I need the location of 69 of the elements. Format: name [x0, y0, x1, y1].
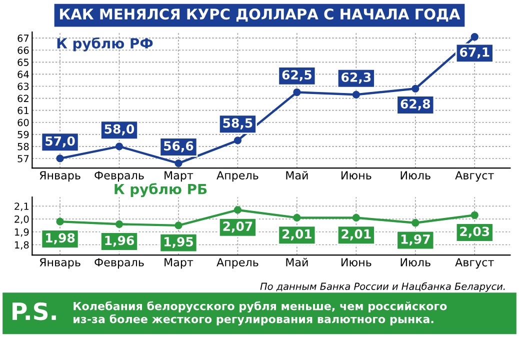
- point: [293, 214, 301, 222]
- point: [56, 218, 64, 226]
- x-tick-label: Январь: [40, 171, 80, 182]
- x-tick-label: Январь: [40, 258, 80, 269]
- y-tick-label: 67: [18, 34, 29, 42]
- y-tick-label: 61: [18, 106, 28, 114]
- x-tick-label: Август: [455, 258, 494, 269]
- point: [352, 90, 360, 98]
- point: [115, 220, 124, 228]
- data-label: 2,01: [282, 229, 312, 240]
- data-label: 56,6: [164, 141, 194, 152]
- x-tick-label: Апрель: [216, 171, 258, 182]
- data-label: 2,07: [223, 222, 252, 233]
- x-tick-label: Май: [286, 258, 308, 266]
- data-label: 2,03: [460, 226, 490, 238]
- data-label: 57,0: [46, 136, 75, 148]
- x-tick-label: Июль: [400, 258, 430, 266]
- y-tick-label: 2,0: [14, 215, 29, 224]
- data-label: 1,96: [105, 236, 134, 247]
- x-tick-label: Март: [164, 171, 194, 182]
- y-tick-label: 63: [18, 82, 29, 90]
- chart-title: К рублю РБ: [114, 183, 207, 198]
- y-tick-label: 1,9: [15, 228, 29, 237]
- data-label: 2,01: [342, 229, 371, 240]
- y-tick-label: 66: [18, 46, 29, 54]
- point: [174, 222, 182, 230]
- point: [115, 142, 124, 150]
- y-tick-label: 57: [18, 155, 29, 162]
- y-tick-label: 62: [18, 94, 28, 102]
- x-tick-label: Май: [286, 170, 308, 180]
- x-tick-label: Август: [455, 171, 494, 182]
- data-label: 58,5: [223, 118, 252, 130]
- data-label: 62,3: [342, 72, 371, 84]
- point: [234, 136, 242, 144]
- data-label: 1,98: [46, 233, 75, 244]
- data-label: 58,0: [104, 124, 134, 136]
- chart-subtitle: К рублю РФ: [57, 37, 153, 52]
- y-tick-label: 1,8: [15, 241, 29, 250]
- data-label: 62,8: [400, 99, 430, 110]
- point: [174, 159, 182, 168]
- x-tick-label: Июнь: [342, 258, 372, 266]
- point: [234, 206, 242, 214]
- x-tick-label: Июль: [400, 171, 430, 180]
- text: Колебания белорусского рубля меньше, чем российского из-за более жесткого регулирования валютного рынка.: [74, 301, 447, 326]
- data-label: 67,1: [460, 47, 490, 58]
- point: [56, 154, 64, 162]
- y-tick-label: 58: [18, 142, 29, 150]
- point: [470, 33, 478, 41]
- x-tick-label: Февраль: [94, 171, 144, 182]
- text: По данным Банка России и Нацбанка Беларуси.: [260, 282, 505, 292]
- data-label: 62,5: [282, 70, 312, 82]
- point: [412, 84, 420, 92]
- point: [470, 211, 478, 219]
- x-tick-label: Март: [164, 258, 194, 269]
- x-tick-label: Июнь: [342, 171, 372, 180]
- point: [293, 88, 301, 96]
- chart-title: КАК МЕНЯЛСЯ КУРС ДОЛЛАРА С НАЧАЛА ГОДА: [60, 8, 460, 22]
- data-label: 1,97: [401, 234, 430, 246]
- y-tick-label: 60: [18, 118, 29, 126]
- y-tick-label: 64: [18, 70, 29, 78]
- y-tick-label: 65: [18, 58, 29, 66]
- point: [352, 214, 360, 222]
- y-tick-label: 59: [18, 130, 29, 138]
- data-label: 1,95: [164, 237, 194, 248]
- y-tick-label: 2,1: [14, 202, 29, 211]
- text: P.S.: [12, 302, 56, 320]
- point: [412, 219, 420, 227]
- x-tick-label: Апрель: [216, 258, 258, 269]
- x-tick-label: Февраль: [94, 258, 144, 269]
